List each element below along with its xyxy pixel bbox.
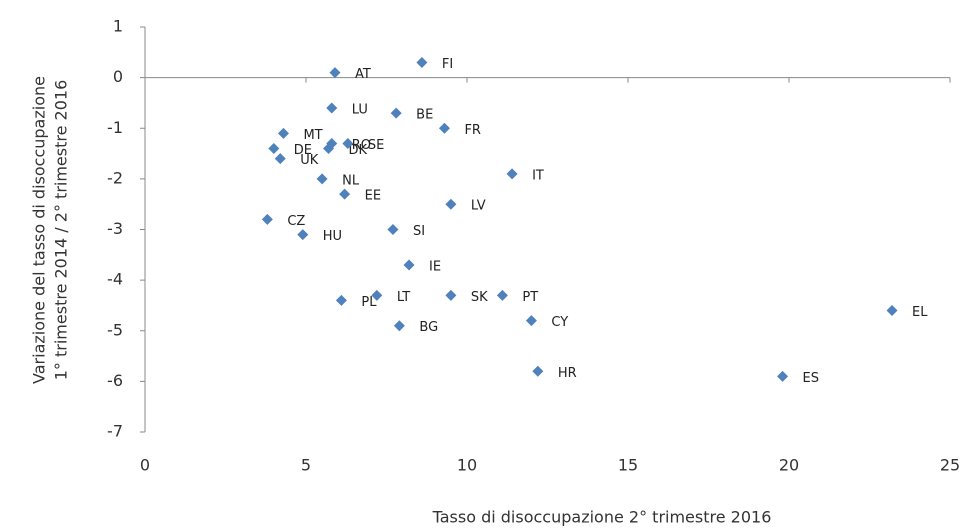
point bbox=[297, 229, 309, 241]
point-label: IT bbox=[532, 168, 544, 183]
point bbox=[525, 315, 537, 327]
point bbox=[393, 320, 405, 332]
x-tick-label: 25 bbox=[940, 456, 960, 475]
point bbox=[506, 168, 518, 180]
point-label: EE bbox=[365, 189, 381, 204]
y-tick-label: -6 bbox=[107, 371, 123, 390]
point bbox=[390, 107, 402, 119]
point-label: IE bbox=[429, 259, 441, 274]
point-label: FI bbox=[442, 57, 453, 72]
point-label: LV bbox=[471, 199, 486, 214]
point-label: DE bbox=[294, 143, 312, 158]
point-label: SI bbox=[413, 224, 425, 239]
point-label: LT bbox=[397, 290, 410, 305]
point bbox=[371, 289, 383, 301]
y-tick-label: -4 bbox=[107, 270, 123, 289]
point bbox=[438, 122, 450, 134]
point-label: RO bbox=[352, 138, 371, 153]
point bbox=[886, 305, 898, 316]
point bbox=[329, 67, 341, 79]
point bbox=[277, 127, 289, 139]
point-label: CZ bbox=[287, 214, 305, 229]
x-tick-label: 20 bbox=[779, 456, 799, 475]
y-tick-label: -5 bbox=[107, 320, 123, 339]
y-tick-label: -3 bbox=[107, 219, 123, 238]
point bbox=[342, 137, 354, 149]
point-label: NL bbox=[342, 173, 360, 188]
point-label: BE bbox=[416, 108, 433, 123]
point-label: MT bbox=[303, 128, 322, 143]
point bbox=[445, 289, 457, 301]
point-label: UK bbox=[300, 153, 319, 168]
point-label: ES bbox=[803, 371, 819, 386]
point-label: PL bbox=[361, 295, 377, 310]
point-label: DK bbox=[349, 143, 368, 158]
point-label: FR bbox=[464, 123, 481, 138]
x-tick-label: 5 bbox=[301, 456, 311, 475]
point bbox=[416, 56, 428, 68]
point-label: AT bbox=[355, 67, 371, 82]
point bbox=[496, 289, 508, 301]
point bbox=[335, 294, 347, 306]
y-tick-label: -7 bbox=[107, 422, 123, 441]
x-tick-label: 15 bbox=[618, 456, 638, 475]
point bbox=[326, 102, 338, 114]
point bbox=[445, 198, 457, 210]
y-axis-label: 1° trimestre 2014 / 2° trimestre 2016 bbox=[52, 80, 71, 381]
point-label: LU bbox=[352, 103, 368, 118]
point bbox=[316, 173, 328, 185]
y-tick-label: -2 bbox=[107, 168, 123, 187]
point bbox=[777, 370, 789, 382]
point-label: CY bbox=[551, 315, 568, 330]
y-axis-label: Variazione del tasso di disoccupazione bbox=[30, 76, 49, 384]
point-label: HR bbox=[558, 366, 577, 381]
point-label: SK bbox=[471, 290, 488, 305]
point-label: PT bbox=[522, 290, 538, 305]
point bbox=[326, 137, 338, 149]
point bbox=[261, 213, 273, 225]
x-tick-label: 0 bbox=[140, 456, 150, 475]
point bbox=[387, 224, 399, 235]
point bbox=[532, 365, 544, 377]
x-axis-label: Tasso di disoccupazione 2° trimestre 201… bbox=[432, 508, 772, 527]
x-tick-label: 10 bbox=[457, 456, 477, 475]
point bbox=[268, 143, 280, 154]
point bbox=[339, 188, 351, 200]
y-tick-label: 1 bbox=[113, 17, 123, 36]
point-label: SE bbox=[368, 138, 384, 153]
point-label: BG bbox=[419, 320, 438, 335]
point bbox=[403, 259, 415, 271]
y-tick-label: 0 bbox=[113, 67, 123, 86]
point-label: HU bbox=[323, 229, 342, 244]
y-tick-label: -1 bbox=[107, 118, 123, 137]
point bbox=[274, 153, 286, 165]
point-label: EL bbox=[912, 305, 928, 320]
